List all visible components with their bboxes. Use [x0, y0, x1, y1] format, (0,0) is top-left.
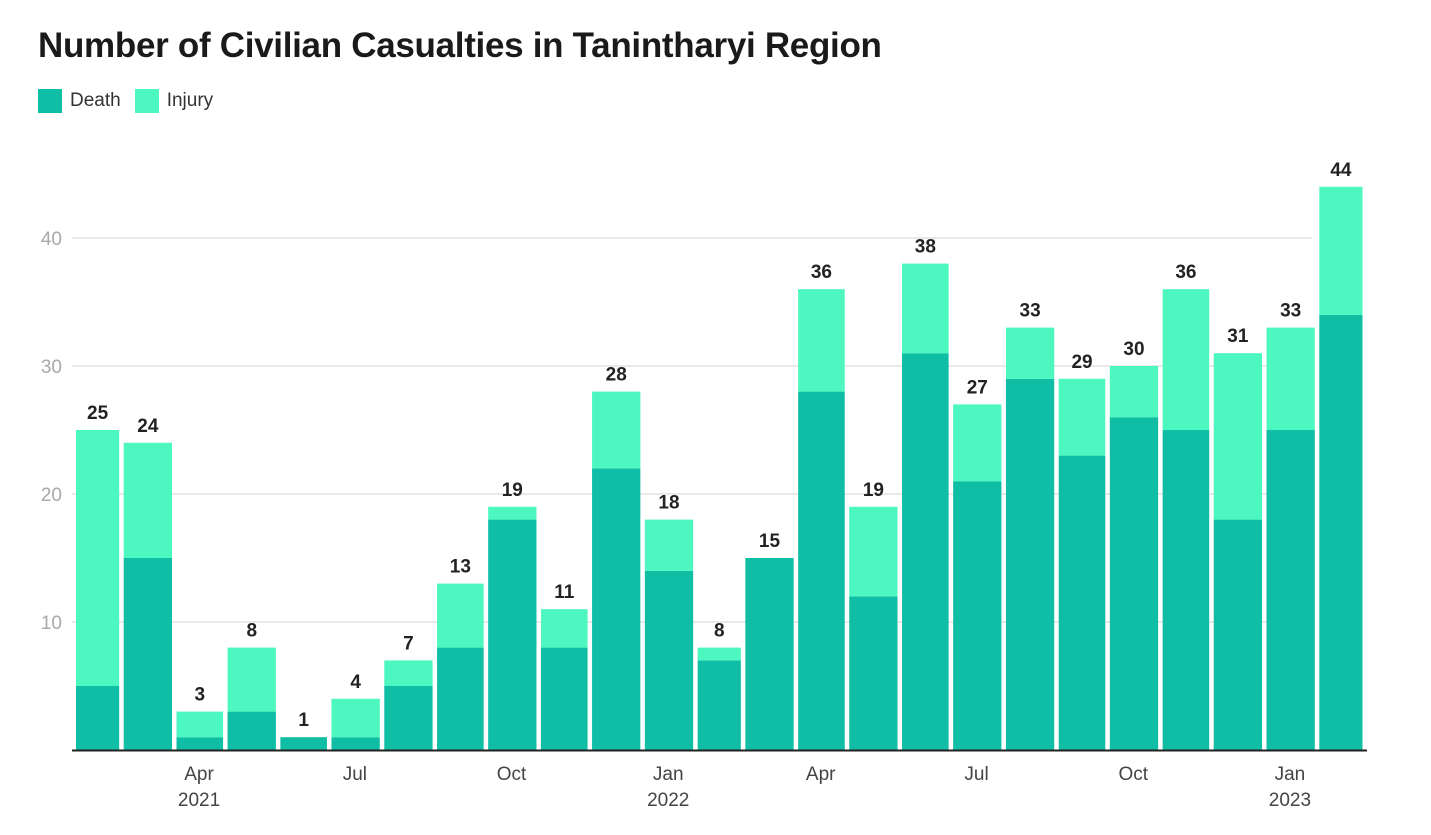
data-label: 29 — [1071, 352, 1092, 373]
bar-death — [849, 596, 898, 750]
bar-injury — [488, 506, 537, 520]
legend-swatch-death — [38, 89, 62, 113]
data-label: 36 — [1175, 262, 1196, 283]
bar-death — [953, 481, 1002, 750]
data-label: 13 — [450, 557, 471, 578]
data-label: 25 — [87, 403, 109, 424]
bar-death — [437, 647, 484, 750]
bar-death — [540, 647, 588, 750]
bar-injury — [1213, 353, 1263, 520]
x-tick-label: Jan — [653, 764, 684, 785]
x-tick-label: Oct — [497, 764, 527, 785]
bar-injury — [592, 391, 641, 469]
x-tick-label: Oct — [1118, 764, 1148, 785]
bar-death — [1058, 455, 1106, 750]
y-tick-label: 10 — [41, 613, 62, 634]
bar-death — [592, 468, 641, 750]
bar-death — [123, 558, 172, 750]
bar-death — [1319, 314, 1363, 750]
data-label: 38 — [915, 237, 936, 258]
data-label: 36 — [811, 262, 832, 283]
bar-death — [488, 519, 537, 750]
bar-death — [902, 353, 949, 750]
bar-death — [76, 686, 120, 750]
bar-death — [697, 660, 741, 750]
x-tick-year: 2023 — [1269, 790, 1311, 811]
bar-injury — [437, 583, 484, 648]
bar-death — [1162, 430, 1210, 750]
data-label: 7 — [403, 633, 414, 654]
bar-injury — [1266, 327, 1315, 430]
data-label: 30 — [1123, 339, 1144, 360]
bar-injury — [123, 442, 172, 558]
bar-death — [798, 391, 845, 750]
bar-injury — [798, 289, 845, 392]
bar-death — [1266, 430, 1315, 750]
y-tick-label: 30 — [41, 357, 62, 378]
data-label: 15 — [759, 531, 781, 552]
bar-injury — [1058, 378, 1106, 456]
x-tick-label: Apr — [184, 764, 214, 785]
bar-injury — [644, 519, 694, 571]
data-label: 31 — [1227, 326, 1249, 347]
bar-death — [227, 711, 276, 750]
bar-death — [644, 570, 694, 750]
data-label: 1 — [298, 710, 309, 731]
data-label: 8 — [714, 621, 725, 642]
bar-injury — [849, 506, 898, 597]
legend-label-death: Death — [70, 90, 121, 111]
legend: Death Injury — [38, 89, 227, 113]
x-tick-year: 2021 — [178, 790, 220, 811]
data-label: 3 — [194, 685, 205, 706]
data-label: 4 — [350, 672, 361, 693]
data-label: 33 — [1280, 301, 1301, 322]
bar-injury — [331, 698, 380, 738]
data-label: 19 — [502, 480, 523, 501]
bar-injury — [227, 647, 276, 712]
bar-injury — [540, 609, 588, 648]
x-tick-label: Jul — [964, 764, 988, 785]
data-label: 19 — [863, 480, 884, 501]
bar-death — [1109, 417, 1159, 750]
data-label: 28 — [606, 365, 627, 386]
data-label: 18 — [658, 493, 679, 514]
bar-death — [1213, 519, 1263, 750]
bar-injury — [76, 430, 120, 686]
data-label: 24 — [137, 416, 159, 437]
x-tick-year: 2022 — [647, 790, 689, 811]
x-tick-label: Jan — [1275, 764, 1306, 785]
x-tick-label: Apr — [806, 764, 836, 785]
legend-swatch-injury — [134, 89, 159, 113]
legend-item-death: Death — [38, 89, 121, 113]
data-label: 44 — [1330, 160, 1352, 181]
data-label: 33 — [1020, 301, 1041, 322]
bar-injury — [176, 711, 224, 738]
bar-injury — [1109, 366, 1159, 418]
legend-item-injury: Injury — [134, 89, 214, 113]
x-tick-label: Jul — [343, 764, 367, 785]
bar-injury — [1162, 289, 1210, 430]
bar-injury — [697, 647, 741, 661]
bar-injury — [1319, 186, 1363, 315]
legend-label-injury: Injury — [166, 90, 214, 111]
bar-death — [280, 737, 327, 750]
data-label: 8 — [246, 621, 257, 642]
data-label: 27 — [967, 377, 988, 398]
chart-title: Number of Civilian Casualties in Taninth… — [38, 26, 882, 65]
y-tick-label: 40 — [41, 229, 62, 250]
data-label: 11 — [554, 582, 575, 603]
bar-death — [176, 737, 224, 750]
bar-injury — [1005, 327, 1055, 379]
bar-death — [745, 558, 794, 750]
bar-injury — [384, 660, 433, 686]
y-tick-label: 20 — [41, 485, 62, 506]
bar-death — [331, 737, 380, 750]
bar-death — [1005, 378, 1055, 750]
bar-injury — [953, 404, 1002, 482]
bar-death — [384, 686, 433, 750]
bar-injury — [902, 263, 949, 354]
